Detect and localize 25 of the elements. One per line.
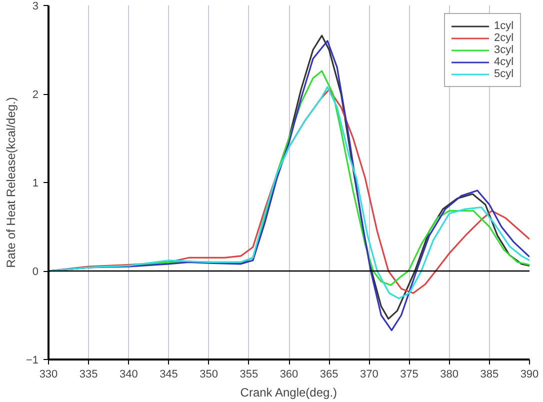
- x-tick-label: 375: [400, 368, 418, 380]
- legend-label: 5cyl: [494, 68, 514, 80]
- x-tick-label: 370: [360, 368, 378, 380]
- x-tick-label: 330: [39, 368, 58, 380]
- x-tick-label: 340: [119, 368, 138, 380]
- y-tick-label: 1: [32, 178, 39, 190]
- x-tick-label: 335: [79, 368, 98, 380]
- x-tick-label: 355: [240, 368, 258, 380]
- legend-label: 1cyl: [494, 20, 514, 32]
- y-axis-title: Rate of Heat Release(kcal/deg.): [4, 97, 18, 268]
- legend-label: 2cyl: [494, 32, 514, 44]
- x-tick-label: 390: [520, 368, 539, 380]
- legend-label: 3cyl: [494, 44, 514, 56]
- legend-label: 4cyl: [494, 56, 514, 68]
- x-tick-label: 360: [280, 368, 298, 380]
- x-tick-label: 350: [200, 368, 218, 380]
- x-axis-title: Crank Angle(deg.): [240, 386, 338, 400]
- x-tick-label: 385: [480, 368, 499, 380]
- y-tick-label: 2: [32, 89, 39, 101]
- x-tick-label: 365: [320, 368, 338, 380]
- x-tick-label: 380: [440, 368, 459, 380]
- y-tick-label: 0: [32, 266, 39, 278]
- y-tick-label: 3: [32, 0, 39, 12]
- x-tick-label: 345: [160, 368, 178, 380]
- y-tick-label: −1: [26, 354, 39, 366]
